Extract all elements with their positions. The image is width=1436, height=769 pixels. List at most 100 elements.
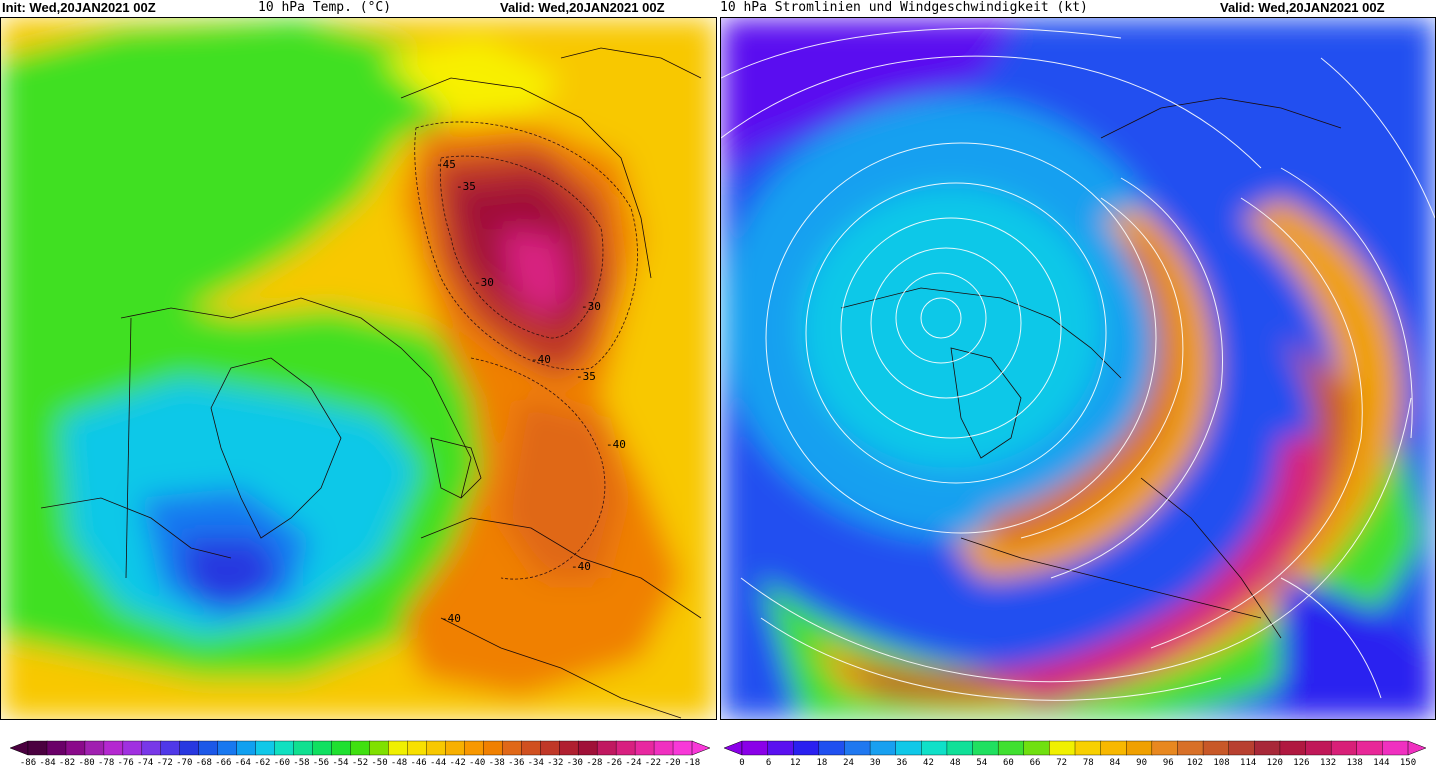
- contour-label: -30: [581, 300, 601, 313]
- contour-label: -45: [436, 158, 456, 171]
- colorbar-tick-label: 78: [1082, 758, 1094, 768]
- colorbar-swatch: [921, 740, 948, 756]
- colorbar-arrow-high: [1407, 740, 1427, 756]
- colorbar-tick-label: 42: [923, 758, 934, 768]
- temperature-colorbar-ticks: -86 -84 -82 -80 -78 -76 -74 -72 -70 -68 -66 -64 -62-…: [10, 758, 710, 769]
- colorbar-tick-label: 0: [739, 758, 745, 768]
- colorbar-swatch: [464, 740, 485, 756]
- temperature-contours: [414, 121, 638, 580]
- colorbar-swatch: [369, 740, 390, 756]
- colorbar-swatch: [972, 740, 999, 756]
- colorbar-swatch: [141, 740, 162, 756]
- colorbar-tick-label: -60: [273, 758, 291, 768]
- colorbar-swatch: [793, 740, 820, 756]
- colorbar-swatch: [895, 740, 923, 756]
- colorbar-swatch: [540, 740, 560, 756]
- colorbar-tick-label: 30: [869, 758, 881, 768]
- contour-label: -40: [441, 612, 461, 625]
- colorbar-swatch: [1151, 740, 1179, 756]
- colorbar-tick-label: -50: [371, 758, 388, 768]
- colorbar-swatch: [1074, 740, 1102, 756]
- colorbar-tick-label: -66: [215, 758, 232, 768]
- colorbar-tick-label: -38: [488, 758, 505, 768]
- colorbar-tick-label: -68: [195, 758, 212, 768]
- colorbar-swatch: [502, 740, 522, 756]
- colorbar-swatch: [1100, 740, 1127, 756]
- colorbar-tick-label: -34: [527, 758, 544, 768]
- colorbar-swatch: [65, 740, 86, 756]
- colorbar-arrow-low: [9, 740, 29, 756]
- colorbar-tick-label: -72: [156, 758, 173, 768]
- colorbar-arrow-high: [691, 740, 711, 756]
- contour-labels: -45 -35 -30 -30 -40 -35 -40 -40 -40: [436, 158, 626, 625]
- wind-speed-field: [721, 18, 1435, 719]
- colorbar-swatch: [1177, 740, 1204, 756]
- colorbar-swatch: [844, 740, 871, 756]
- colorbar-tick-label: 24: [843, 758, 854, 768]
- colorbar-swatch: [236, 740, 257, 756]
- colorbar-swatch: [818, 740, 846, 756]
- colorbar-tick-label: 108: [1213, 758, 1230, 768]
- temperature-colorbar: [9, 738, 711, 758]
- colorbar-swatch: [293, 740, 314, 756]
- colorbar-swatch: [1254, 740, 1281, 756]
- colorbar-tick-label: -54: [332, 758, 349, 768]
- colorbar-swatch: [741, 740, 769, 756]
- colorbar-tick-label: -44: [429, 758, 447, 768]
- colorbar-tick-label: -26: [605, 758, 623, 768]
- colorbar-swatch: [559, 740, 579, 756]
- colorbar-swatch: [869, 740, 897, 756]
- colorbar-swatch: [350, 740, 371, 756]
- colorbar-tick-label: 120: [1266, 758, 1283, 768]
- contour-label: -40: [571, 560, 591, 573]
- colorbar-swatch: [331, 740, 352, 756]
- coastlines: [840, 97, 1342, 639]
- colorbar-tick-label: 138: [1346, 758, 1363, 768]
- temperature-field: [1, 18, 716, 719]
- colorbar-tick-label: 18: [816, 758, 828, 768]
- colorbar-tick-label: 102: [1186, 758, 1204, 768]
- colorbar-swatch: [1126, 740, 1153, 756]
- left-init-label: Init: Wed,20JAN2021 00Z: [2, 0, 156, 15]
- colorbar-swatch: [217, 740, 238, 756]
- colorbar-swatch: [1330, 740, 1358, 756]
- colorbar-tick-label: -58: [293, 758, 310, 768]
- colorbar-tick-label: -80: [78, 758, 95, 768]
- colorbar-tick-label: 6: [765, 758, 772, 768]
- colorbar-swatch: [767, 740, 794, 756]
- colorbar-swatch: [1279, 740, 1307, 756]
- colorbar-tick-label: -18: [683, 758, 701, 768]
- colorbar-swatch: [946, 740, 974, 756]
- colorbar-tick-label: -78: [97, 758, 115, 768]
- wind-speed-colorbar: [723, 738, 1427, 758]
- colorbar-swatch: [27, 740, 48, 756]
- colorbar-swatch: [312, 740, 333, 756]
- colorbar-swatch: [179, 740, 200, 756]
- colorbar-swatch: [160, 740, 181, 756]
- colorbar-tick-label: -56: [312, 758, 330, 768]
- colorbar-tick-label: 96: [1162, 758, 1174, 768]
- colorbar-swatch: [596, 740, 617, 756]
- colorbar-tick-label: 72: [1056, 758, 1068, 768]
- right-panel-title: 10 hPa Stromlinien und Windgeschwindigke…: [720, 0, 1088, 15]
- colorbar-tick-label: 36: [896, 758, 908, 768]
- colorbar-swatch: [122, 740, 143, 756]
- colorbar-tick-label: -62: [254, 758, 271, 768]
- colorbar-tick-label: -76: [117, 758, 134, 768]
- colorbar-tick-label: 60: [1002, 758, 1014, 768]
- colorbar-swatch: [388, 740, 409, 756]
- colorbar-tick-label: -70: [176, 758, 193, 768]
- colorbar-swatch: [274, 740, 295, 756]
- colorbar-swatch: [615, 740, 636, 756]
- colorbar-tick-label: -32: [547, 758, 564, 768]
- contour-label: -40: [606, 438, 626, 451]
- wind-streamline-map-panel: [720, 17, 1436, 720]
- colorbar-swatch: [577, 740, 598, 756]
- colorbar-tick-label: -40: [469, 758, 486, 768]
- colorbar-tick-label: -52: [351, 758, 369, 768]
- streamlines: [721, 27, 1435, 701]
- colorbar-tick-label: 66: [1029, 758, 1041, 768]
- contour-label: -35: [576, 370, 596, 383]
- colorbar-swatch: [445, 740, 466, 756]
- colorbar-swatch: [634, 740, 655, 756]
